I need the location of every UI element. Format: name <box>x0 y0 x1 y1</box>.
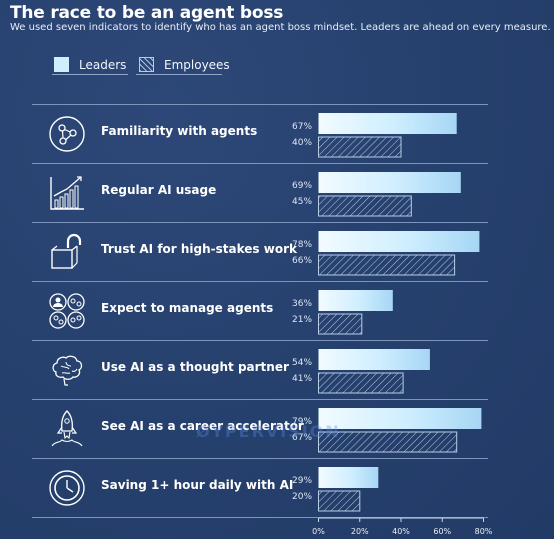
rocket-icon <box>48 410 86 448</box>
network-nodes-icon <box>48 115 86 153</box>
category-label: Trust AI for high-stakes work <box>101 242 297 256</box>
employees-value-label: 41% <box>292 374 313 384</box>
leaders-value-label: 54% <box>292 358 313 368</box>
legend-swatch-leaders <box>54 57 69 72</box>
row-separator <box>32 222 488 223</box>
row-separator <box>32 163 488 164</box>
row-separator <box>32 458 488 459</box>
leaders-value-label: 67% <box>292 122 313 132</box>
employees-value-label: 66% <box>292 256 313 266</box>
row-separator <box>32 517 488 518</box>
category-label: Saving 1+ hour daily with AI <box>101 478 294 492</box>
row-separator <box>32 281 488 282</box>
x-tick-label: 40% <box>392 527 410 536</box>
legend-swatch-employees <box>139 57 154 72</box>
employees-value-label: 40% <box>292 138 313 148</box>
x-tick-label: 60% <box>433 527 452 536</box>
category-label: Expect to manage agents <box>101 301 274 315</box>
legend-underline <box>136 74 222 75</box>
leaders-value-label: 78% <box>292 240 313 250</box>
legend-label-employees: Employees <box>164 58 230 72</box>
legend-label-leaders: Leaders <box>79 58 127 72</box>
row-separator <box>32 104 488 105</box>
category-label: Regular AI usage <box>101 183 217 197</box>
legend-underline <box>52 74 128 75</box>
watermark-text: ØYPERVISION <box>196 422 341 441</box>
x-tick-label: 20% <box>350 527 369 536</box>
x-tick-label: 80% <box>474 527 493 536</box>
category-label: Familiarity with agents <box>101 124 258 138</box>
unlocked-padlock-icon <box>48 233 86 271</box>
clock-icon <box>48 469 86 507</box>
row-separator <box>32 399 488 400</box>
category-label: See AI as a career accelerator <box>101 419 304 433</box>
employees-value-label: 20% <box>292 492 313 502</box>
row-separator <box>32 340 488 341</box>
employees-value-label: 21% <box>292 315 313 325</box>
growth-chart-icon <box>48 174 86 212</box>
category-label: Use AI as a thought partner <box>101 360 289 374</box>
employees-value-label: 45% <box>292 197 313 207</box>
leaders-value-label: 29% <box>292 476 313 486</box>
page-subtitle: We used seven indicators to identify who… <box>10 22 551 33</box>
leaders-value-label: 69% <box>292 181 313 191</box>
brain-icon <box>48 351 86 389</box>
leaders-value-label: 36% <box>292 299 313 309</box>
leaders-value-label: 79% <box>292 417 313 427</box>
page-title: The race to be an agent boss <box>10 3 284 23</box>
x-tick-label: 0% <box>312 527 325 536</box>
agents-grid-icon <box>48 292 86 330</box>
employees-value-label: 67% <box>292 433 313 443</box>
